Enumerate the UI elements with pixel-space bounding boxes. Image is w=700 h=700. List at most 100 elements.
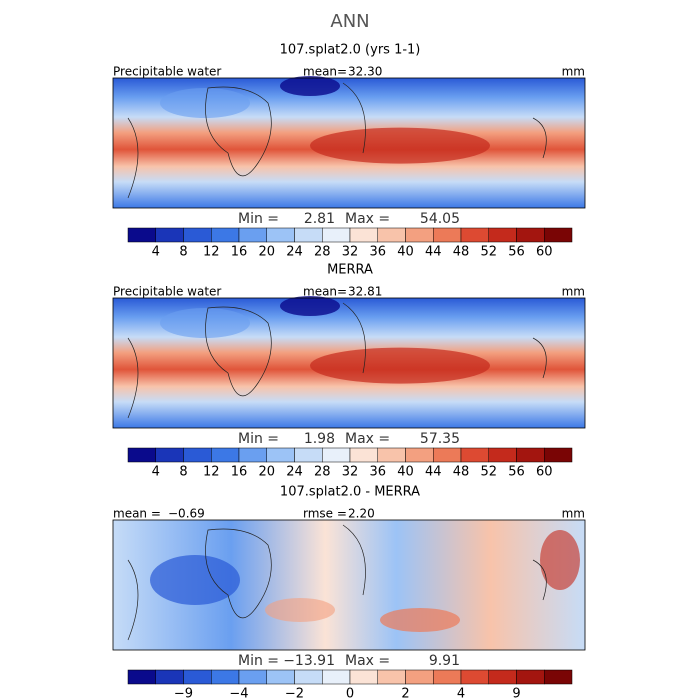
map-feature bbox=[540, 530, 580, 590]
colorbar-box bbox=[155, 447, 184, 463]
colorbar-tick-label: −9 bbox=[174, 687, 193, 700]
colorbar-tick-label: 8 bbox=[179, 245, 187, 260]
colorbar-box bbox=[294, 669, 323, 685]
colorbar-tick-label: 60 bbox=[536, 245, 553, 260]
colorbar-box bbox=[349, 227, 378, 243]
units: mm bbox=[562, 285, 585, 299]
colorbar-tick-label: 24 bbox=[286, 465, 303, 480]
colorbar-box bbox=[322, 447, 351, 463]
colorbar-box bbox=[349, 669, 378, 685]
stat-label: mean= bbox=[303, 285, 347, 299]
colorbar-tick-label: 60 bbox=[536, 465, 553, 480]
colorbar-tick-label: 28 bbox=[314, 465, 331, 480]
colorbar-box bbox=[405, 447, 434, 463]
colorbar-box bbox=[211, 227, 240, 243]
max-label: Max = bbox=[345, 653, 390, 669]
colorbar-tick-label: 32 bbox=[342, 245, 359, 260]
colorbar-tick-label: 4 bbox=[457, 687, 465, 700]
colorbar-box bbox=[322, 669, 351, 685]
colorbar-box bbox=[544, 447, 573, 463]
panel-title: 107.splat2.0 (yrs 1-1) bbox=[280, 43, 421, 58]
colorbar-box bbox=[294, 447, 323, 463]
map bbox=[112, 519, 586, 651]
colorbar-box bbox=[155, 669, 184, 685]
colorbar-tick-label: 16 bbox=[231, 245, 248, 260]
map-feature bbox=[127, 302, 547, 419]
colorbar-box bbox=[266, 227, 295, 243]
colorbar-box bbox=[349, 447, 378, 463]
min-label: Min = bbox=[238, 211, 279, 227]
colorbar-box bbox=[377, 447, 406, 463]
colorbar-box bbox=[127, 447, 156, 463]
stat-value: 2.20 bbox=[348, 507, 375, 521]
panel-title: 107.splat2.0 - MERRA bbox=[280, 485, 420, 500]
colorbar-box bbox=[127, 669, 156, 685]
colorbar-box bbox=[377, 669, 406, 685]
colorbar-box bbox=[322, 227, 351, 243]
colorbar-tick-label: 36 bbox=[369, 465, 386, 480]
map-feature bbox=[112, 77, 586, 209]
colorbar-box bbox=[183, 669, 212, 685]
panel-title: MERRA bbox=[327, 263, 373, 278]
min-label: Min = bbox=[238, 431, 279, 447]
colorbar-box bbox=[238, 447, 267, 463]
colorbar-tick-label: 20 bbox=[258, 245, 275, 260]
colorbar-tick-label: 56 bbox=[508, 465, 525, 480]
colorbar-tick-label: 40 bbox=[397, 245, 414, 260]
colorbar-box bbox=[238, 227, 267, 243]
colorbar-box bbox=[183, 227, 212, 243]
colorbar-box bbox=[377, 227, 406, 243]
map-feature bbox=[280, 296, 340, 316]
colorbar-tick-label: 4 bbox=[152, 465, 160, 480]
colorbar-box bbox=[460, 447, 489, 463]
colorbar-box bbox=[294, 227, 323, 243]
colorbar-tick-label: 8 bbox=[179, 465, 187, 480]
map-feature bbox=[127, 82, 547, 199]
max-value: 54.05 bbox=[420, 211, 460, 227]
units: mm bbox=[562, 65, 585, 79]
map-feature bbox=[265, 598, 335, 622]
field-label: Precipitable water bbox=[113, 65, 221, 79]
min-value: 1.98 bbox=[304, 431, 335, 447]
colorbar-tick-label: 44 bbox=[425, 465, 442, 480]
colorbar-box bbox=[238, 669, 267, 685]
map bbox=[112, 76, 586, 209]
colorbar-tick-label: 48 bbox=[453, 245, 470, 260]
colorbar-tick-label: 9 bbox=[512, 687, 520, 700]
colorbar-tick-label: −2 bbox=[285, 687, 304, 700]
colorbar-box bbox=[266, 669, 295, 685]
stat-value: 32.30 bbox=[348, 65, 382, 79]
stat-label: rmse = bbox=[303, 507, 347, 521]
map-feature bbox=[310, 127, 490, 164]
colorbar-tick-label: −4 bbox=[229, 687, 248, 700]
colorbar-tick-label: 12 bbox=[203, 245, 220, 260]
colorbar-box bbox=[488, 227, 517, 243]
colorbar-tick-label: 0 bbox=[346, 687, 354, 700]
map-feature bbox=[380, 608, 460, 632]
map-feature bbox=[280, 76, 340, 96]
map-feature bbox=[127, 524, 547, 641]
colorbar-box bbox=[488, 447, 517, 463]
colorbar-box bbox=[516, 669, 545, 685]
colorbar-tick-label: 48 bbox=[453, 465, 470, 480]
map-feature bbox=[310, 347, 490, 384]
colorbar-tick-label: 40 bbox=[397, 465, 414, 480]
map-feature bbox=[160, 308, 250, 338]
colorbar-tick-label: 4 bbox=[152, 245, 160, 260]
map-feature bbox=[112, 519, 586, 651]
colorbar-box bbox=[460, 669, 489, 685]
colorbar-box bbox=[460, 227, 489, 243]
colorbar-box bbox=[516, 227, 545, 243]
min-value: −13.91 bbox=[283, 653, 335, 669]
figure-title: ANN bbox=[330, 11, 369, 32]
colorbar-tick-label: 24 bbox=[286, 245, 303, 260]
max-label: Max = bbox=[345, 211, 390, 227]
colorbar-tick-label: 52 bbox=[480, 465, 497, 480]
colorbar-box bbox=[433, 447, 462, 463]
colorbar-tick-label: 2 bbox=[401, 687, 409, 700]
colorbar-box bbox=[544, 669, 573, 685]
colorbar-box bbox=[266, 447, 295, 463]
colorbar-tick-label: 32 bbox=[342, 465, 359, 480]
max-label: Max = bbox=[345, 431, 390, 447]
